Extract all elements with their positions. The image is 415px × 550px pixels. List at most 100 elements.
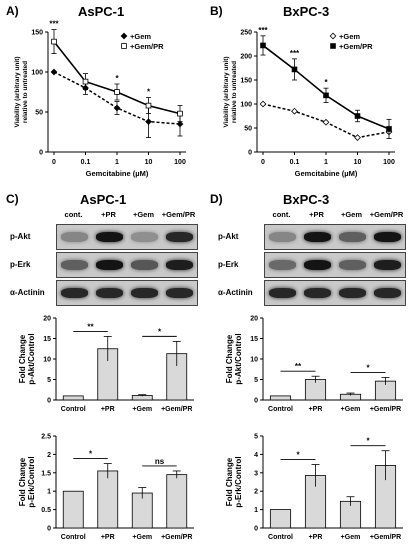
- marker-square: [121, 43, 127, 49]
- marker-diamond: [354, 134, 361, 141]
- marker-square: [145, 102, 152, 109]
- y-tick-label: 15: [43, 336, 51, 343]
- blot-row-label: p-Akt: [10, 232, 31, 241]
- bar: [62, 490, 84, 529]
- significance-mark: **: [87, 322, 94, 331]
- y-tick-label: 3: [254, 470, 258, 477]
- blot-band: [61, 260, 88, 270]
- category-label: +PR: [309, 534, 323, 541]
- panel-letter-b: B): [210, 4, 223, 18]
- blot-band: [96, 288, 123, 298]
- blot-band: [166, 260, 193, 270]
- marker-diamond: [120, 32, 128, 40]
- blot-band: [269, 288, 296, 298]
- blot-band: [339, 232, 366, 242]
- category-label: +PR: [309, 406, 323, 413]
- panel-title-c: AsPC-1: [80, 192, 127, 207]
- y-tick-label: 0: [39, 150, 43, 157]
- blot-strip: [56, 280, 198, 306]
- bar: [269, 395, 292, 401]
- panel-letter-a: A): [6, 4, 19, 18]
- y-axis-label: Viability (arbitrary unit)relative to un…: [14, 56, 29, 127]
- category-label: +Gem: [132, 534, 152, 541]
- significance-mark: ***: [258, 26, 268, 35]
- panel-title-d: BxPC-3: [283, 192, 330, 207]
- y-tick-label: 0: [254, 526, 258, 533]
- significance-mark: *: [366, 437, 370, 446]
- marker-diamond: [145, 118, 152, 125]
- category-label: +Gem/PR: [161, 534, 192, 541]
- significance-mark: ns: [155, 457, 165, 466]
- western-blot-bxpc3: cont. +PR +Gem +Gem/PR p-Akt p-Erk α-Actinin: [218, 210, 408, 306]
- significance-mark: *: [324, 78, 328, 87]
- blot-band: [61, 288, 88, 298]
- category-label: Control: [61, 406, 86, 413]
- y-tick-label: 1: [254, 507, 258, 514]
- y-tick-label: 150: [240, 78, 252, 85]
- y-tick-label: 1.5: [41, 470, 51, 477]
- blot-band: [339, 260, 366, 270]
- lane-label: +Gem/PR: [161, 210, 196, 219]
- y-tick-label: 10: [43, 357, 51, 364]
- blot-band: [96, 260, 123, 270]
- y-tick-label: 1: [47, 489, 51, 496]
- panel-title-b: BxPC-3: [283, 4, 330, 19]
- lane-label: +PR: [309, 210, 324, 219]
- y-tick-label: 50: [244, 126, 252, 133]
- panel-letter-d: D): [210, 192, 223, 206]
- legend-label: +Gem: [130, 32, 151, 41]
- category-label: +Gem: [341, 534, 361, 541]
- significance-mark: *: [89, 450, 93, 459]
- marker-square: [177, 110, 183, 117]
- marker-diamond: [291, 107, 298, 115]
- y-tick-label: 0.5: [41, 507, 51, 514]
- legend-label: +Gem/PR: [339, 42, 373, 51]
- x-axis-label: Gemcitabine (µM): [86, 169, 149, 178]
- y-tick-label: 0: [47, 398, 51, 405]
- marker-square: [291, 66, 298, 73]
- bar-chart-aspc1-pakt: 0 5 10 15 20 Control +PR +Gem +Gem/PR Fold Change…: [18, 316, 194, 413]
- blot-band: [61, 232, 88, 242]
- bar-chart-bxpc3-perk: 0 1 2 3 4 5 Control +PR +Gem +Gem/PR Fold Changep-…: [225, 434, 403, 541]
- bar-chart-bxpc3-pakt: 0 5 10 15 20 Control +PR +Gem +Gem/PR Fold Change…: [225, 316, 403, 413]
- viability-chart-bxpc3: 0 50 100 150 200 250 0 0.1 1 10 100 Gemcitabine (µM…: [223, 26, 395, 178]
- marker-square: [354, 113, 361, 119]
- legend-label: +Gem/PR: [130, 42, 164, 51]
- bar: [269, 509, 292, 529]
- blot-band: [269, 232, 296, 242]
- blot-band: [374, 260, 401, 270]
- y-axis-label: Fold Changep-Akt/Control: [18, 333, 36, 384]
- marker-square: [114, 89, 120, 95]
- y-tick-label: 2.5: [41, 434, 51, 441]
- category-label: +PR: [101, 534, 115, 541]
- x-axis-label: Gemcitabine (µM): [295, 169, 358, 178]
- y-tick-label: 5: [254, 377, 258, 384]
- blot-row-label: p-Erk: [218, 260, 239, 269]
- x-tick-label: 10: [354, 159, 362, 166]
- blot-strip: [264, 224, 406, 250]
- category-label: +PR: [101, 406, 115, 413]
- blot-row-label: α-Actinin: [10, 288, 45, 297]
- category-label: Control: [268, 406, 293, 413]
- blot-band: [166, 288, 193, 298]
- lane-label: +Gem: [132, 210, 155, 219]
- blot-band: [166, 232, 193, 242]
- y-tick-label: 5: [254, 434, 258, 441]
- y-tick-label: 100: [31, 70, 43, 77]
- significance-mark: *: [115, 74, 119, 83]
- y-tick-label: 5: [47, 377, 51, 384]
- marker-square: [51, 38, 57, 45]
- x-tick-label: 0.1: [81, 159, 91, 166]
- category-label: +Gem: [132, 406, 152, 413]
- blot-band: [96, 232, 123, 242]
- lane-label: +PR: [101, 210, 116, 219]
- significance-mark: **: [295, 362, 302, 371]
- blot-strip: [56, 252, 198, 278]
- y-tick-label: 20: [250, 316, 258, 323]
- blot-row-label: α-Actinin: [218, 288, 253, 297]
- category-label: +Gem/PR: [370, 534, 401, 541]
- blot-strip: [264, 252, 406, 278]
- x-tick-label: 100: [383, 159, 395, 166]
- panel-title-a: AsPC-1: [78, 4, 125, 19]
- y-tick-label: 250: [240, 30, 252, 37]
